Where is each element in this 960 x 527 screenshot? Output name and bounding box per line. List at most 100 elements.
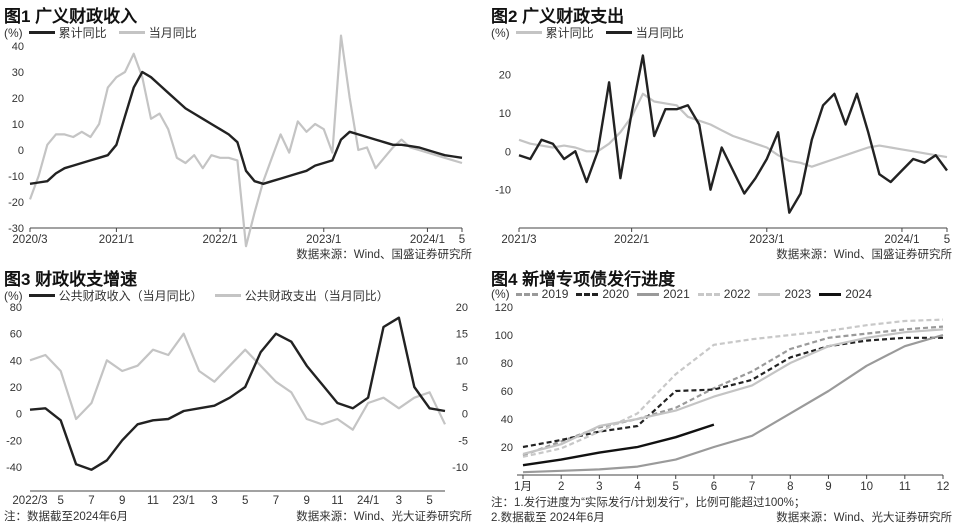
chart3-ytick-right-3: 5: [462, 382, 468, 394]
chart4-series-2024: [522, 423, 715, 467]
chart3-plot: 80 60 40 20 0 -20 -40 20 15 10 5 0 -5 -10 2022/3 5 7 9 11 2…: [6, 302, 468, 507]
chart4-xtick-1: 2: [558, 481, 564, 493]
chart4-xtick-6: 7: [749, 481, 755, 493]
chart1-xtick-3: 2023/1: [306, 234, 341, 246]
chart4-xtick-2: 3: [596, 481, 602, 493]
chart4-xtick-3: 4: [634, 481, 641, 493]
chart4-note-1: 注：1.发行进度为“实际发行/计划发行”，比例可能超过100%；: [491, 497, 806, 509]
chart4-xtick-4: 5: [673, 481, 679, 493]
chart4-source: 数据来源：Wind、光大证券研究所: [776, 512, 952, 524]
chart1-series-cumulative: [29, 70, 463, 185]
chart1-legend: (%) 累计同比 当月同比: [4, 24, 207, 41]
chart4-legend-2022: 2022: [696, 287, 750, 301]
chart4-ytick-3: 60: [501, 386, 513, 398]
chart2-legend-monthly: 当月同比: [604, 24, 684, 41]
chart2-xtick-4: 5: [944, 234, 950, 246]
chart3-xtick-2: 7: [88, 495, 94, 507]
chart4-legend: (%) 2019 2020 2021 2022 2023 2024: [491, 287, 872, 301]
chart3-ytick-left-0: 80: [10, 302, 22, 314]
chart4-xtick-10: 11: [899, 481, 911, 493]
chart2-ytick-1: 10: [499, 108, 511, 120]
chart3-ytick-right-1: 15: [456, 329, 468, 341]
chart3-ytick-left-4: 0: [16, 409, 22, 421]
chart3-ytick-right-6: -10: [452, 462, 468, 474]
chart1-xtick-2: 2022/1: [202, 234, 237, 246]
chart4-ytick-1: 100: [495, 330, 513, 342]
chart4-xtick-8: 9: [825, 481, 831, 493]
chart1-title: 图1 广义财政收入: [4, 7, 138, 26]
chart1-ytick-3: 10: [12, 119, 24, 131]
chart3-xtick-0: 2022/3: [12, 495, 47, 507]
chart2-plot: 20 10 0 -10 2021/3 2022/1 2023/1 2024/1 5: [495, 54, 950, 246]
chart2-legend: (%) 累计同比 当月同比: [491, 24, 694, 41]
chart3-xtick-3: 9: [119, 495, 125, 507]
chart2-ytick-0: 20: [499, 70, 511, 82]
chart1-series-monthly: [28, 34, 463, 248]
chart3-xtick-8: 7: [273, 495, 279, 507]
chart3-ytick-left-5: -20: [6, 435, 22, 447]
chart4-ytick-2: 80: [501, 358, 513, 370]
chart3-xtick-11: 24/1: [357, 495, 379, 507]
chart2-xtick-2: 2023/1: [749, 234, 784, 246]
chart1-legend-monthly: 当月同比: [117, 24, 197, 41]
chart4-legend-2023: 2023: [756, 287, 811, 301]
chart3-xtick-6: 3: [211, 495, 217, 507]
panel-special-bonds: 图4 新增专项债发行进度 (%) 2019 2020 2021 2022 202…: [487, 263, 960, 527]
chart3-ytick-left-2: 40: [10, 355, 22, 367]
chart2-xtick-1: 2022/1: [614, 234, 649, 246]
chart2-xtick-3: 2024/1: [884, 234, 919, 246]
chart4-ytick-0: 120: [495, 302, 513, 314]
chart1-ytick-0: 40: [12, 41, 24, 53]
chart1-xtick-4: 2024/1: [410, 234, 445, 246]
chart3-series-expenditure: [29, 332, 446, 431]
chart1-xtick-1: 2021/1: [99, 234, 134, 246]
chart2-ytick-2: 0: [505, 146, 511, 158]
chart3-xtick-1: 5: [58, 495, 64, 507]
chart3-source: 数据来源：Wind、光大证券研究所: [296, 511, 472, 523]
chart4-ytick-5: 20: [501, 442, 513, 454]
chart3-xtick-5: 23/1: [173, 495, 195, 507]
chart4-xtick-7: 8: [787, 481, 793, 493]
chart4-ytick-4: 40: [501, 414, 513, 426]
chart3-ytick-left-3: 20: [10, 382, 22, 394]
chart3-xtick-10: 11: [331, 495, 343, 507]
chart3-ytick-left-6: -40: [6, 462, 22, 474]
chart2-series-monthly: [518, 54, 948, 214]
chart4-series-2021: [522, 333, 944, 474]
chart4-title: 图4 新增专项债发行进度: [491, 270, 676, 289]
chart4-note-2: 2.数据截至 2024年6月: [491, 512, 605, 524]
chart4-xtick-0: 1月: [514, 481, 532, 493]
chart1-source: 数据来源：Wind、国盛证券研究所: [296, 249, 472, 261]
chart4-series-2023: [522, 328, 944, 456]
chart1-ytick-6: -20: [8, 197, 24, 209]
chart1-unit: (%): [4, 25, 23, 40]
chart3-xtick-7: 5: [242, 495, 248, 507]
chart3-xtick-4: 11: [147, 495, 159, 507]
chart3-unit: (%): [4, 288, 23, 303]
chart2-series-cumulative: [518, 92, 948, 168]
chart3-note: 注：数据截至2024年6月: [4, 511, 128, 523]
chart3-title: 图3 财政收支增速: [4, 270, 138, 289]
chart2-unit: (%): [491, 25, 510, 40]
chart3-xtick-12: 3: [396, 495, 402, 507]
chart2-xtick-0: 2021/3: [501, 234, 536, 246]
chart4-legend-2019: 2019: [514, 287, 568, 301]
chart3-ytick-right-4: 0: [462, 409, 468, 421]
chart4-xtick-9: 10: [860, 481, 873, 493]
chart3-ytick-right-0: 20: [456, 302, 468, 314]
chart4-plot: 120 100 80 60 40 20 1月 2 3 4 5 6 7 8 9 10 11 12: [495, 302, 950, 493]
chart3-ytick-left-1: 60: [10, 329, 22, 341]
chart1-legend-cumulative: 累计同比: [27, 24, 107, 41]
chart3-ytick-right-5: -5: [458, 435, 468, 447]
panel-revenue: 图1 广义财政收入 (%) 累计同比 当月同比 40 30 20 10 0 -10 -20 -…: [0, 0, 480, 265]
panel-fiscal-growth: 图3 财政收支增速 (%) 公共财政收入（当月同比） 公共财政支出（当月同比） …: [0, 263, 480, 527]
chart4-series-2020: [522, 336, 943, 449]
chart1-ytick-5: -10: [8, 171, 24, 183]
chart4-unit: (%): [491, 287, 510, 301]
chart1-xtick-5: 5: [459, 234, 465, 246]
chart1-ytick-7: -30: [8, 223, 24, 235]
chart4-xtick-5: 6: [711, 481, 717, 493]
chart1-xtick-0: 2020/3: [12, 234, 47, 246]
chart3-series-revenue: [29, 316, 446, 471]
